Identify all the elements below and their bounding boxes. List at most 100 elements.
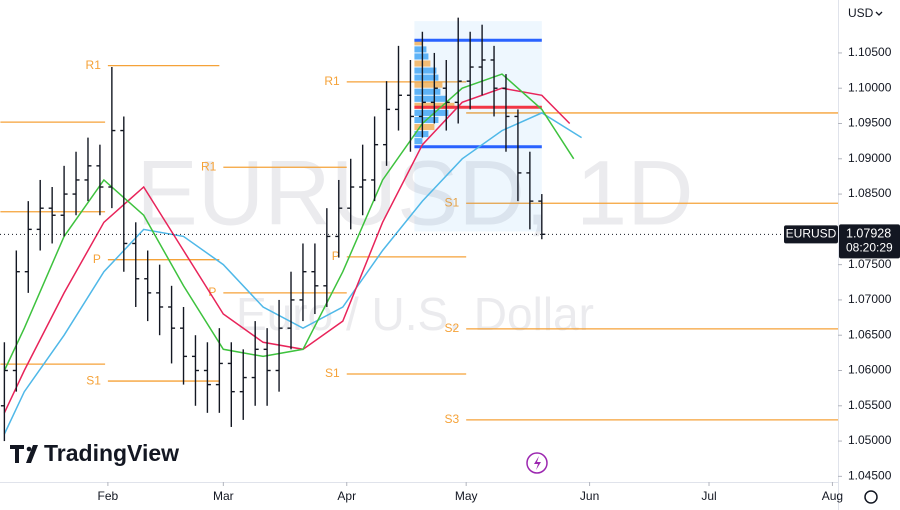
volume-row [414,138,423,145]
y-tick-label: 1.10000 [848,80,892,94]
ohlc-bar [144,250,152,322]
pivot-label: S1 [444,195,459,209]
volume-row [414,81,443,88]
ohlc-bar [48,187,56,244]
ohlc-bar [406,59,414,152]
pivot-label: S2 [444,321,459,335]
pivot-label: S3 [444,412,459,426]
currency-selector[interactable]: USD [848,6,874,20]
volume-profile-box [414,21,542,232]
ohlc-bar [132,222,140,307]
ohlc-bar [335,179,343,258]
y-tick-label: 1.05500 [848,398,892,412]
ohlc-bar [96,144,104,216]
ohlc-bar [60,165,68,237]
watermark-subtitle: Euro / U.S. Dollar [236,288,594,340]
ohlc-bar [490,45,498,117]
volume-row [414,74,439,81]
ohlc-bar [251,321,259,406]
y-tick-label: 1.09000 [848,151,892,165]
ohlc-bar [466,31,474,110]
ohlc-bar [24,201,32,293]
ohlc-bar [227,342,235,427]
ohlc-bar [418,31,426,138]
y-tick-label: 1.09500 [848,116,892,130]
ohlc-bar [203,342,211,413]
ohlc-bar [299,243,307,322]
volume-row [414,109,449,116]
ohlc-bar [120,116,128,272]
y-tick-label: 1.05000 [848,433,892,447]
volume-row [414,53,429,60]
ohlc-bar [394,45,402,131]
price-label: 1.07928 [846,227,891,241]
ohlc-bar [430,52,438,124]
y-tick-label: 1.04500 [848,469,892,483]
ohlc-bar [526,151,534,230]
ohlc-bar [359,144,367,216]
volume-row [414,123,435,131]
price-label-bg [839,224,900,259]
pivot-label: P [208,285,216,299]
pivot-label: R1 [86,58,102,72]
ohlc-bar [36,179,44,251]
y-tick-label: 1.08500 [848,186,892,200]
volume-row [414,46,427,53]
ohlc-bar [323,208,331,307]
x-tick-label: Jul [701,489,716,503]
y-tick-label: 1.07500 [848,257,892,271]
ohlc-bar [454,17,462,124]
y-tick-label: 1.10500 [848,45,892,59]
ohlc-bar [442,59,450,131]
ohlc-bar [215,328,223,413]
symbol-label-bg [784,225,838,244]
ohlc-bar [108,67,116,209]
ohlc-bar [478,24,486,96]
ohlc-bar [275,299,283,392]
pivot-label: S1 [325,366,340,380]
ma-line [3,112,582,435]
x-tick-label: Apr [337,489,356,503]
x-tick-label: Mar [213,489,234,503]
ohlc-bar [180,306,188,385]
plot-area: R1 P S1 R1 P R1 P S1 S1 S2 S3 [0,17,838,442]
ohlc-bar [371,116,379,202]
ohlc-bar [514,109,522,202]
ohlc-bar [502,74,510,152]
brand: TradingView [44,440,179,466]
volume-row [414,88,441,95]
volume-row [414,39,423,46]
pivot-label: R1 [201,159,217,173]
pivot-label: P [93,252,101,266]
ohlc-bar [287,271,295,350]
ohlc-bar [311,243,319,315]
volume-row [414,95,447,102]
ohlc-bar [84,137,92,202]
pivot-label: S1 [86,373,101,387]
x-tick-label: Feb [98,489,119,503]
y-tick-label: 1.07000 [848,292,892,306]
ohlc-bar [0,342,8,442]
ohlc-bar [383,81,391,166]
ohlc-bar [239,349,247,420]
logo [10,445,38,463]
y-tick-label: 1.06000 [848,363,892,377]
ohlc-bar [156,264,164,336]
y-tick-label: 1.06500 [848,327,892,341]
dropdown-icon [875,11,883,16]
symbol-label: EURUSD [786,227,837,241]
x-tick-label: Jun [580,489,599,503]
x-tick-label: May [455,489,478,503]
ohlc-bar [347,158,355,230]
pivot-label: P [332,249,340,263]
volume-row [414,131,429,138]
countdown-label: 08:20:29 [846,241,893,255]
settings-icon[interactable] [864,490,878,504]
pivot-label: R1 [324,74,340,88]
volume-row [414,67,437,74]
ohlc-bar [191,335,199,406]
ohlc-bar [72,151,80,216]
x-tick-label: Aug [822,489,843,503]
event-icon-bolt [534,456,541,470]
